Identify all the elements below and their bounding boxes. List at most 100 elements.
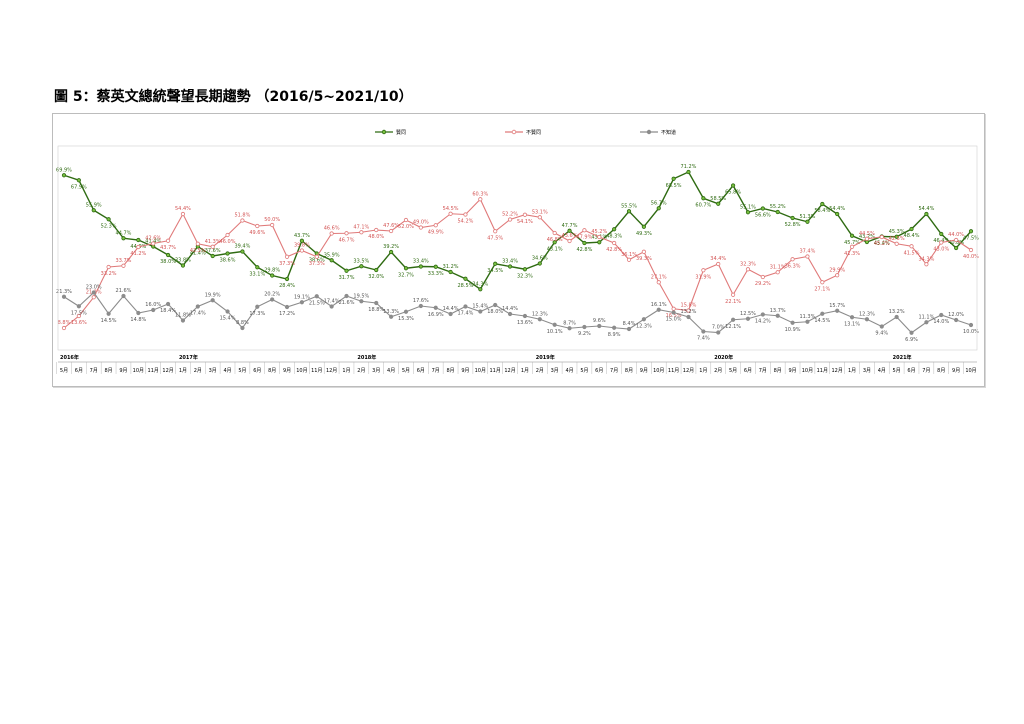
data-label: 47.9% [576,234,592,240]
data-point [329,231,334,236]
data-label: 33.4% [502,259,518,265]
data-point [894,314,899,320]
data-point [165,301,171,307]
data-point [686,169,691,175]
x-tick-label: 3月 [372,368,380,374]
data-label: 23.0% [86,285,102,291]
x-tick-label: 1月 [848,368,856,374]
data-label: 33.3% [428,271,444,277]
data-label: 40.0% [963,254,979,260]
data-point [344,268,349,273]
data-point [567,228,572,233]
data-point [537,261,542,266]
x-tick-label: 5月 [402,368,410,374]
data-point [91,290,96,295]
x-tick-label: 5月 [60,368,68,374]
x-tick-label: 1月 [179,368,187,374]
data-label: 38.0% [160,259,176,265]
x-tick-label: 8月 [446,368,454,374]
series-line-1 [63,198,972,329]
data-label: 36.3% [785,263,801,269]
x-tick-label: 8月 [268,368,276,374]
data-point [641,249,646,254]
plot-area [57,145,978,351]
data-point [730,183,736,188]
data-point [849,244,855,249]
data-point [745,210,751,215]
data-point [954,317,959,323]
data-point [626,209,632,214]
data-label: 22.1% [725,299,741,305]
data-point [344,231,349,236]
legend-marker-0 [381,129,387,135]
data-label: 14.2% [755,319,771,325]
x-tick-label: 11月 [311,368,322,374]
data-point [299,300,305,305]
data-label: 41.4% [190,251,206,257]
data-point [121,263,126,268]
x-tick-label: 6月 [907,368,915,374]
data-point [61,294,67,299]
data-label: 54.5% [443,206,459,212]
data-label: 50.0% [264,217,280,223]
x-tick-label: 9月 [283,368,291,374]
data-point [939,231,944,237]
series-line-0 [63,171,972,291]
data-point [612,240,617,246]
data-label: 33.1% [249,271,265,277]
data-point [716,261,721,267]
data-label: 49.3% [636,231,652,237]
data-point [671,310,676,315]
data-label: 54.4% [175,206,191,212]
data-point [240,218,245,223]
data-label: 41.3% [844,251,860,257]
data-label: 45.2% [874,241,890,247]
data-point [909,244,914,249]
data-label: 53.1% [532,209,548,215]
data-point [151,241,156,246]
data-label: 12.3% [859,311,875,317]
data-label: 7.4% [697,336,710,342]
x-tick-label: 10月 [965,368,976,374]
data-point [552,230,557,236]
data-label: 52.0% [398,224,414,230]
data-point [537,317,542,322]
chart-legend: 贊同 不贊同 不知道 [375,129,676,136]
data-point [686,314,691,320]
data-point [612,227,617,232]
x-tick-label: 7月 [759,368,767,374]
x-tick-label: 4月 [387,368,395,374]
data-point [106,264,111,270]
data-point [448,311,453,317]
x-axis: 5月 6月 7月 8月 9月 10月 11月 12月 1月 2月 3月 4月 5月 6月 8月 9月 10月 11… [56,354,977,374]
data-label: 34.5% [487,268,503,274]
data-point [924,262,929,267]
data-label: 42.5% [190,248,206,254]
data-label: 34.4% [710,256,726,262]
data-point [924,211,929,217]
data-label: 56.7% [651,200,667,206]
data-label: 27.1% [814,286,830,292]
x-tick-label: 9月 [461,368,469,374]
data-label: 43.1% [547,246,563,252]
data-label: 42.5% [889,236,905,242]
data-point [968,322,974,328]
data-label: 13.7% [770,308,786,314]
data-point [820,201,825,207]
figure-title: 圖 5：蔡英文總統聲望長期趨勢 （2016/5~2021/10） [54,89,413,105]
data-label: 29.9% [829,267,845,273]
legend-label-1: 不贊同 [526,129,541,136]
x-tick-label: 1月 [699,368,707,374]
data-point [180,263,186,268]
series-2: 21.3% 17.5% 23.0% 14.5% 21.6% 14.8% 16.0%18.4%… [56,285,979,343]
data-point [270,222,275,228]
data-label: 46.7% [339,237,355,243]
data-label: 18.0% [487,309,503,315]
x-tick-label: 8月 [625,368,633,374]
x-tick-label: 9月 [952,368,960,374]
data-label: 31.7% [339,275,355,281]
data-label: 14.8% [130,317,146,323]
x-tick-label: 3月 [863,368,871,374]
x-tick-label: 10月 [296,368,307,374]
data-label: 13.2% [889,309,905,315]
